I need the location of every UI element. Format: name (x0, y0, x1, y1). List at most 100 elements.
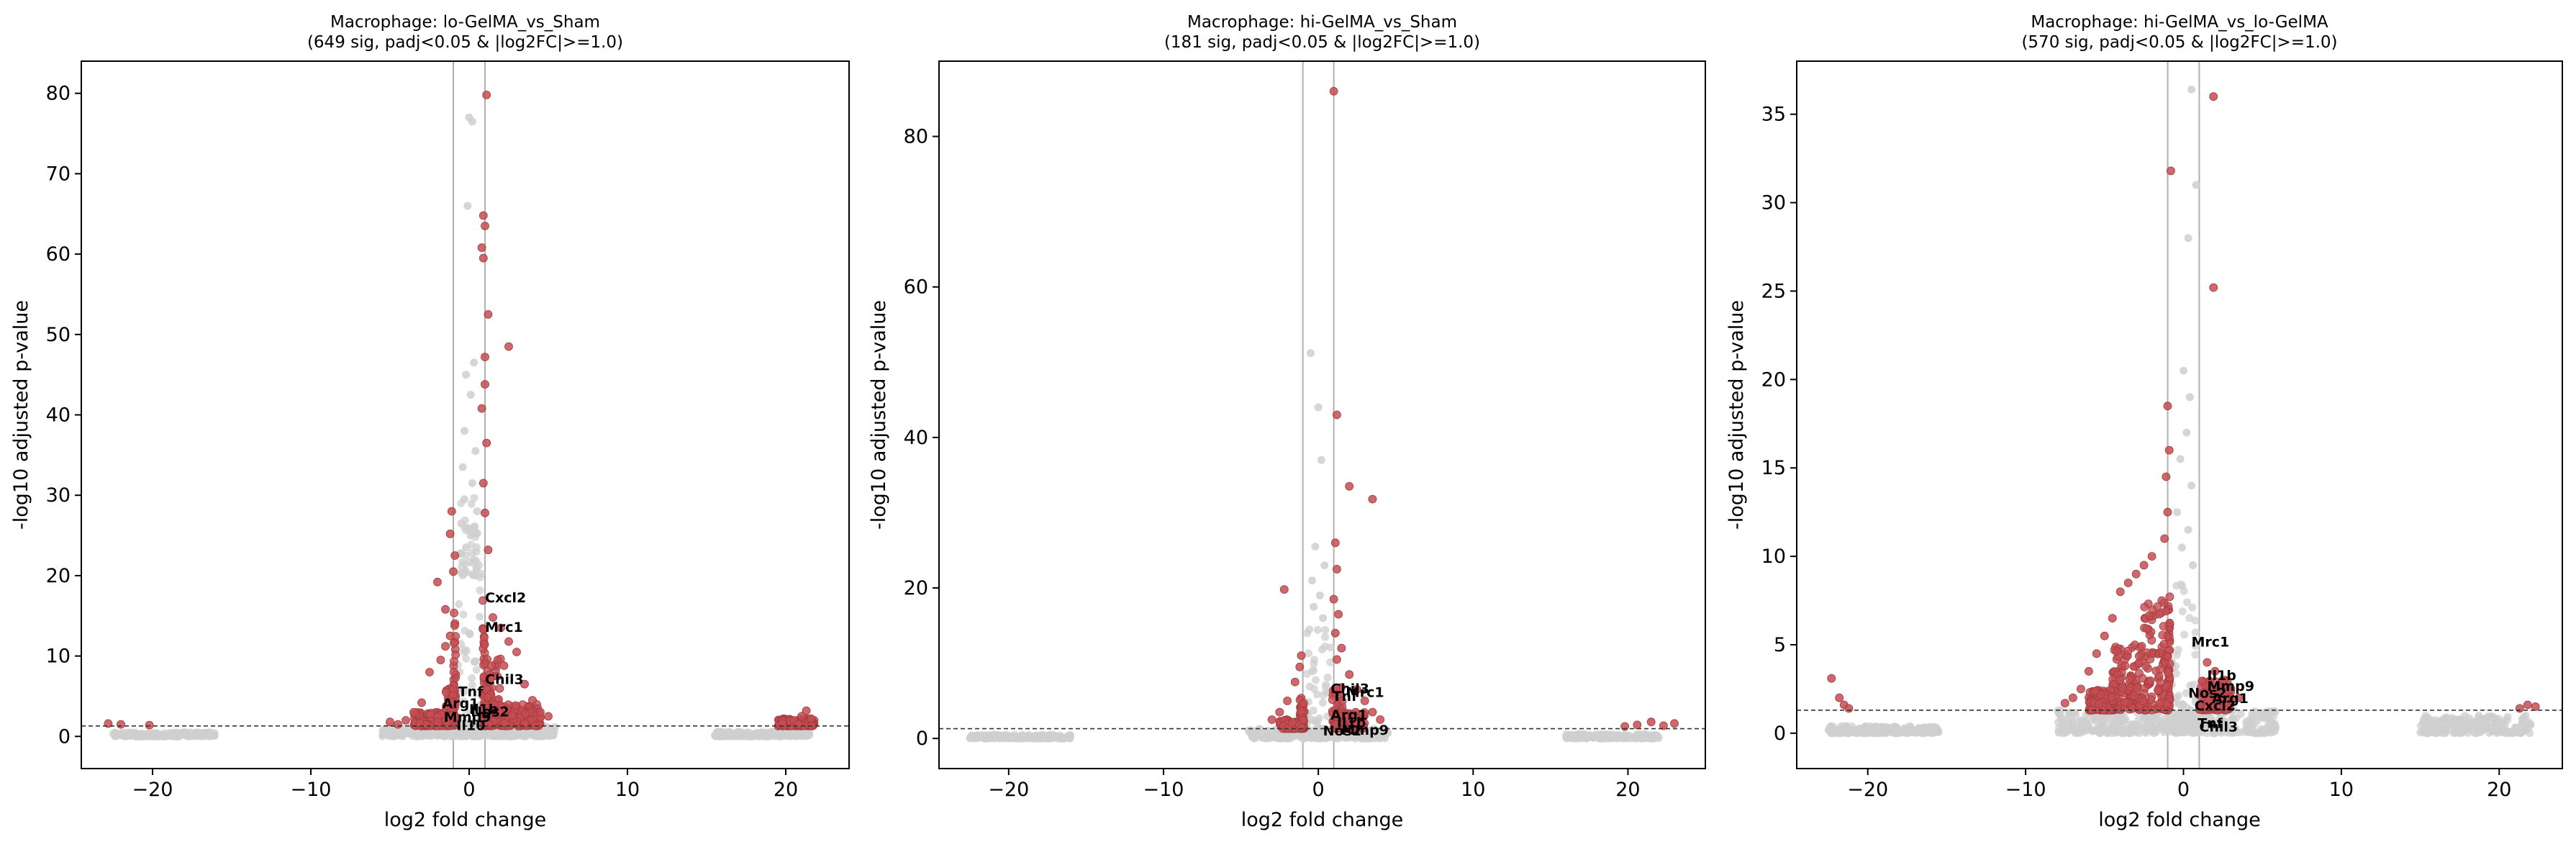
sig-point (482, 90, 491, 99)
sig-point (2118, 683, 2127, 692)
nonsig-point (1326, 658, 1335, 666)
nonsig-point (2148, 718, 2157, 727)
sig-point (2154, 686, 2162, 695)
gene-label: Il1b (469, 702, 498, 717)
sig-point (1337, 712, 1346, 721)
sig-point (2209, 283, 2218, 292)
y-tick-label: 35 (1761, 104, 1786, 126)
nonsig-point (2092, 717, 2100, 725)
nonsig-point (462, 543, 471, 552)
sig-point (386, 717, 394, 727)
nonsig-point (1375, 733, 1384, 741)
nonsig-point (467, 499, 476, 508)
nonsig-point (2176, 455, 2185, 463)
sig-point (449, 668, 458, 676)
nonsig-point (2191, 651, 2200, 659)
sig-point (499, 661, 509, 670)
sig-point (2134, 658, 2144, 668)
sig-point (2142, 624, 2151, 633)
chart-title: Macrophage: lo-GelMA_vs_Sham (330, 13, 600, 32)
x-tick-label: 10 (615, 779, 640, 801)
sig-point (2234, 693, 2244, 702)
nonsig-point (2191, 698, 2200, 707)
chart-title: Macrophage: hi-GelMA_vs_lo-GelMA (2031, 13, 2328, 32)
sig-point (2208, 685, 2217, 694)
nonsig-point (2111, 728, 2120, 737)
sig-points (104, 90, 819, 730)
y-tick-label: 30 (1761, 192, 1786, 214)
y-tick-label: 10 (46, 646, 71, 668)
nonsig-point (2184, 234, 2192, 243)
nonsig-point (459, 697, 468, 706)
nonsig-point (462, 654, 471, 663)
nonsig-point (470, 494, 479, 502)
nonsig-point (2216, 715, 2224, 723)
sig-point (1328, 695, 1337, 705)
sig-point (2165, 592, 2174, 602)
y-tick-label: 60 (46, 243, 71, 266)
nonsig-point (2117, 717, 2126, 725)
nonsig-point (2178, 607, 2187, 616)
y-tick-label: 5 (1774, 634, 1786, 656)
y-tick-label: 80 (904, 126, 928, 148)
sig-point (2100, 631, 2109, 640)
sig-point (1334, 610, 1343, 619)
x-tick-label: 20 (2487, 779, 2511, 801)
sig-point (117, 720, 125, 729)
x-axis-label: log2 fold change (384, 809, 547, 831)
nonsig-point (2191, 642, 2200, 650)
nonsig-point (2169, 726, 2178, 734)
x-tick-label: 20 (1615, 779, 1640, 801)
nonsig-point (990, 734, 999, 743)
nonsig-point (2185, 393, 2194, 402)
nonsig-point (468, 674, 476, 683)
sig-point (1345, 670, 1354, 679)
sig-point (496, 623, 505, 633)
nonsig-point (1066, 731, 1075, 739)
sig-point (487, 661, 496, 671)
nonsig-point (1317, 456, 1325, 464)
sig-points (1267, 86, 1679, 733)
sig-point (1359, 710, 1367, 719)
sig-point (1368, 707, 1377, 717)
nonsig-point (711, 730, 719, 739)
nonsig-point (2257, 725, 2266, 733)
nonsig-point (2185, 614, 2194, 622)
x-tick-label: −20 (1847, 779, 1888, 801)
sig-point (394, 720, 402, 729)
sig-point (2226, 684, 2236, 694)
sig-point (1267, 715, 1276, 724)
nonsig-point (2434, 718, 2441, 727)
sig-point (1330, 538, 1340, 548)
nonsig-point (1359, 734, 1367, 743)
nonsig-point (2228, 725, 2237, 733)
sig-point (2121, 661, 2130, 671)
sig-point (1659, 721, 1668, 730)
nonsig-point (2175, 701, 2184, 709)
sig-point (1353, 685, 1361, 694)
sig-point (504, 342, 513, 351)
gene-label: Cxcl2 (2195, 698, 2236, 714)
nonsig-point (1312, 690, 1321, 699)
chart-subtitle: (181 sig, padj<0.05 & |log2FC|>=1.0) (1164, 33, 1480, 52)
nonsig-point (1353, 731, 1361, 740)
nonsig-point (463, 201, 472, 210)
sig-point (2108, 614, 2117, 622)
sig-point (2123, 579, 2133, 587)
nonsig-point (1569, 734, 1577, 743)
sig-point (1347, 723, 1356, 733)
nonsig-point (1312, 676, 1320, 684)
nonsig-point (2465, 714, 2474, 723)
sig-point (451, 651, 460, 659)
x-axis-label: log2 fold change (1241, 809, 1404, 831)
sig-point (445, 529, 455, 538)
sig-point (1296, 707, 1305, 716)
y-tick-label: 60 (904, 276, 928, 299)
nonsig-point (2172, 581, 2181, 590)
nonsig-point (2236, 710, 2245, 718)
x-tick-label: 10 (1461, 779, 1485, 801)
sig-point (2146, 676, 2155, 685)
gene-label: Arg1 (443, 696, 479, 712)
sig-point (2123, 646, 2133, 656)
